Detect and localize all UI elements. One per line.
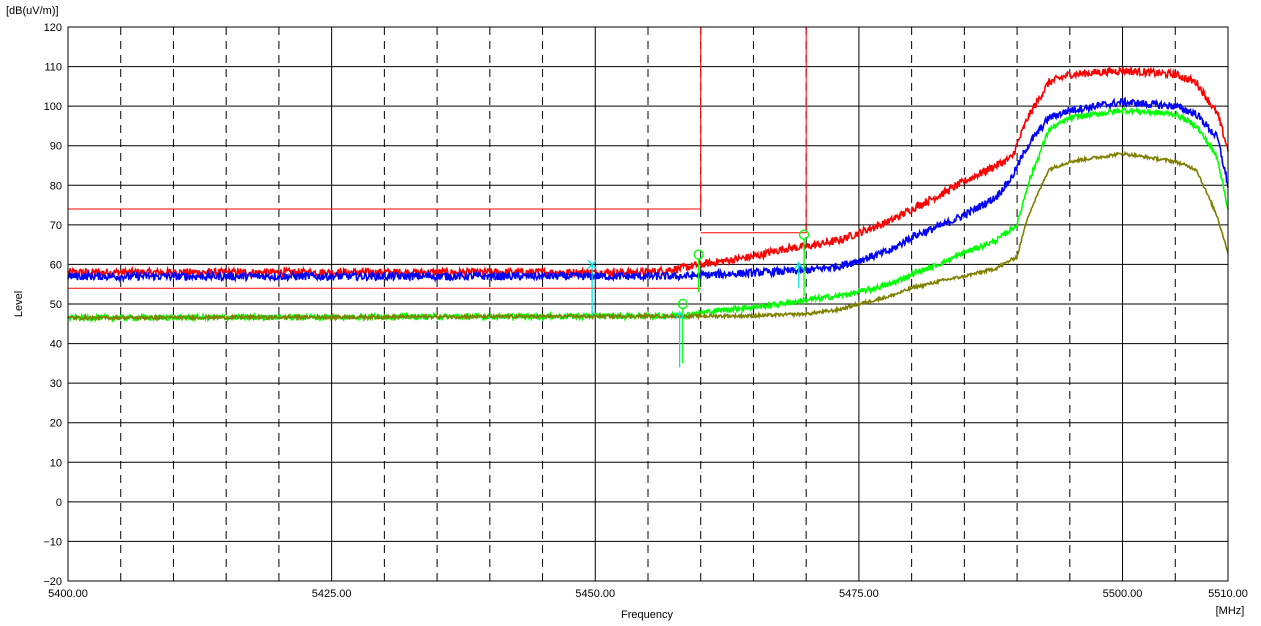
series-trace (67, 96, 1229, 284)
marker-circle (693, 249, 704, 260)
x-tick-label: 5475.00 (839, 588, 879, 600)
y-tick-label: 100 (44, 101, 62, 113)
x-tick-label: 5425.00 (312, 588, 352, 600)
series-trace (67, 150, 1229, 322)
x-tick-label: 5400.00 (48, 588, 88, 600)
marker-circle (677, 298, 688, 310)
y-tick-label: 90 (50, 141, 62, 153)
y-tick-label: 120 (44, 22, 62, 34)
y-tick-label: −10 (43, 536, 62, 548)
y-tick-label: 70 (50, 220, 62, 232)
marker-x (587, 259, 597, 269)
x-tick-labels: 5400.00 5425.00 5450.00 5475.00 5500.00 5510.… (48, 588, 1248, 600)
limit-line (700, 27, 807, 234)
y-tick-label: 10 (50, 457, 62, 469)
y-tick-label: 80 (50, 180, 62, 192)
y-tick-label: 50 (50, 299, 62, 311)
y-tick-label: 40 (50, 339, 62, 351)
x-tick-label: 5500.00 (1103, 588, 1143, 600)
y-tick-label: 110 (44, 62, 62, 74)
y-axis-label: Level (13, 291, 25, 317)
x-tick-label: 5450.00 (575, 588, 615, 600)
y-unit-label: [dB(uV/m)] (6, 5, 59, 17)
y-tick-labels: −20 −10 0 10 20 30 40 50 60 70 80 90 100 110 120 (43, 22, 62, 588)
y-tick-label: 60 (50, 259, 62, 271)
y-tick-label: 30 (50, 378, 62, 390)
trace-group (67, 65, 1229, 324)
y-tick-label: 20 (50, 418, 62, 430)
limit-line (68, 27, 702, 210)
marker-arrow (675, 310, 685, 320)
x-tick-label: 5510.00 (1208, 588, 1248, 600)
y-tick-label: 0 (56, 497, 62, 509)
plot-frame (67, 26, 1229, 582)
x-unit-label: [MHz] (1216, 605, 1245, 617)
marker-arrow (794, 261, 804, 270)
marker-circle (798, 229, 810, 240)
grid-lines (67, 26, 1229, 582)
y-tick-label: −20 (43, 576, 62, 588)
marker-group (587, 229, 810, 368)
limit-lines (68, 27, 807, 289)
x-axis-label: Frequency (621, 609, 673, 621)
